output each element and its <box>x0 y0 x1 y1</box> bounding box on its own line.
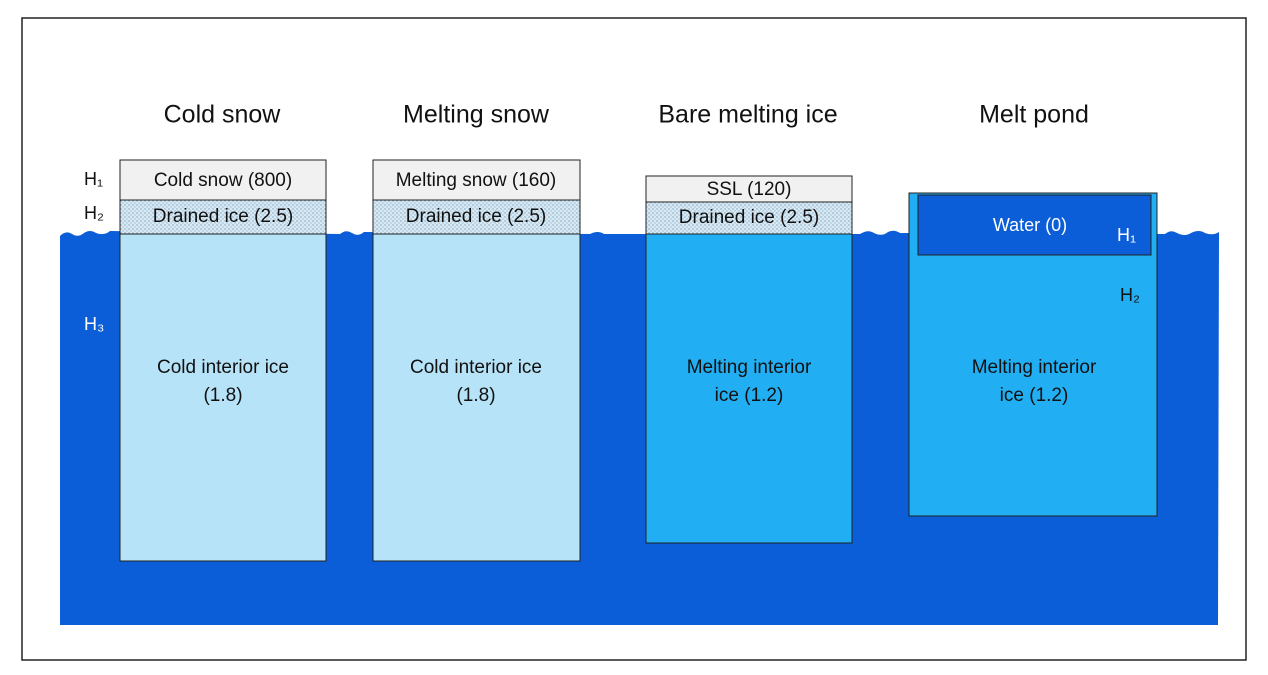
column-title: Melting snow <box>403 101 550 129</box>
interior-ice <box>645 233 853 544</box>
interior-label: (1.8) <box>456 385 495 406</box>
interior-label: Melting interior <box>687 357 812 378</box>
interior-label: Cold interior ice <box>157 357 289 378</box>
layer-label: Drained ice (2.5) <box>153 206 293 227</box>
drained-ice <box>645 201 853 235</box>
h-label: H₃ <box>84 314 104 334</box>
ssl-layer <box>645 175 853 203</box>
h-label: H₂ <box>84 203 104 223</box>
layer-label: Melting snow (160) <box>396 170 557 191</box>
column-title: Melt pond <box>979 101 1089 129</box>
snow-layer <box>372 159 581 201</box>
interior-ice <box>119 233 327 562</box>
interior-label: Cold interior ice <box>410 357 542 378</box>
interior-label: (1.8) <box>203 385 242 406</box>
interior-label: ice (1.2) <box>715 385 784 406</box>
interior-label: ice (1.2) <box>1000 385 1069 406</box>
column-title: Cold snow <box>164 101 282 129</box>
pond-water <box>917 194 1152 256</box>
h-label: H₁ <box>84 169 103 189</box>
h-label: H₁ <box>1117 225 1136 245</box>
drained-ice <box>372 199 581 235</box>
drained-ice <box>119 199 327 235</box>
layer-label: Water (0) <box>993 215 1067 235</box>
snow-layer <box>119 159 327 201</box>
interior-label: Melting interior <box>972 357 1097 378</box>
layer-label: Drained ice (2.5) <box>406 206 546 227</box>
layer-label: Cold snow (800) <box>154 170 292 191</box>
column-title: Bare melting ice <box>658 101 837 129</box>
h-label: H₂ <box>1120 285 1140 305</box>
layer-label: Drained ice (2.5) <box>679 207 819 228</box>
layer-label: SSL (120) <box>707 179 792 200</box>
